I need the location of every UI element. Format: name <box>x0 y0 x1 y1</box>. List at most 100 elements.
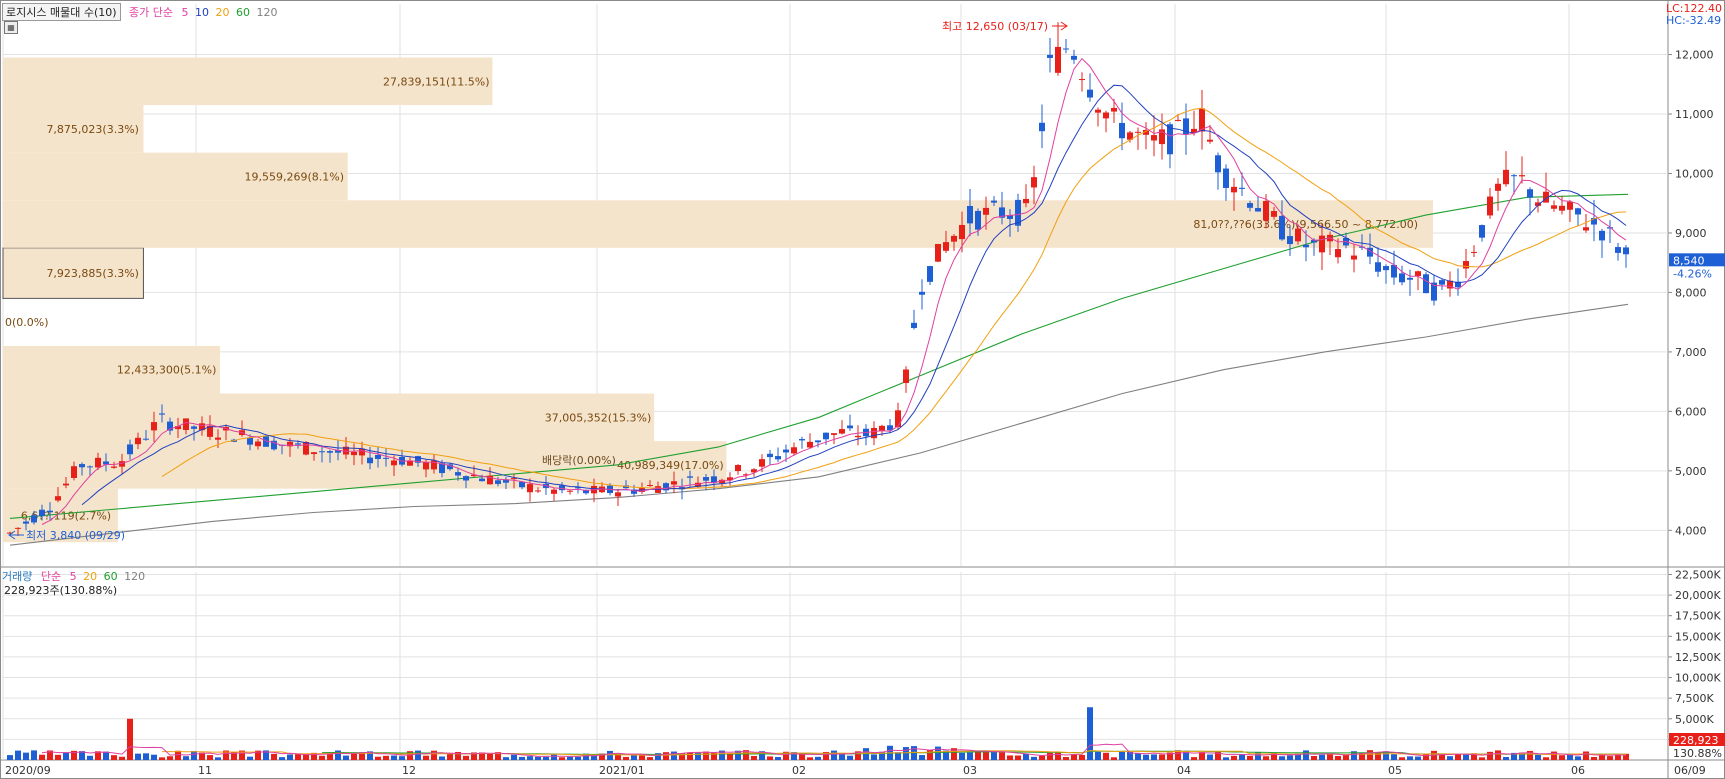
candle-body <box>1591 218 1597 225</box>
candle-body <box>1319 235 1325 253</box>
volume-bar <box>1623 753 1629 760</box>
candle-body <box>879 425 885 431</box>
candle-body <box>87 466 93 468</box>
candle-body <box>319 451 325 453</box>
volume-bar <box>1183 750 1189 760</box>
candle-body <box>1167 124 1173 155</box>
volume-bar <box>647 757 653 760</box>
volume-bar <box>623 756 629 760</box>
candle-body <box>1423 274 1429 294</box>
candle-body <box>423 462 429 470</box>
candle-body <box>1503 169 1509 185</box>
candle-body <box>1479 225 1485 238</box>
volume-bar <box>1615 754 1621 760</box>
volume-ma5-line <box>41 743 1627 757</box>
candle-body <box>271 440 277 450</box>
candle-body <box>767 453 773 458</box>
candle-body <box>703 477 709 481</box>
volume-chart-title[interactable]: 거래량 <box>2 570 33 583</box>
volume-bar <box>519 756 525 760</box>
candle-body <box>1279 215 1285 240</box>
candle-body <box>1567 201 1573 210</box>
candle-body <box>871 427 877 439</box>
volume-bar <box>1207 754 1213 760</box>
volume-bar <box>1487 751 1493 760</box>
candle-body <box>783 449 789 453</box>
volume-bar <box>775 757 781 760</box>
candle-body <box>47 510 53 513</box>
volume-bar <box>1271 753 1277 760</box>
volume-bars <box>7 707 1629 760</box>
volume-bar <box>1199 752 1205 760</box>
candle-body <box>335 450 341 453</box>
candle-body <box>1527 189 1533 198</box>
volume-bar <box>159 757 165 760</box>
ma60-line <box>9 193 1629 519</box>
candle-body <box>183 418 189 431</box>
volume-tick-label: 5,000K <box>1675 713 1714 726</box>
dividend-annotation: 배당락(0.00%) <box>542 454 616 467</box>
candle-body <box>1543 191 1549 203</box>
candle-body <box>1111 107 1117 112</box>
vlegend-ma60: 60 <box>103 570 118 583</box>
candle-body <box>615 492 621 497</box>
candle-body <box>311 452 317 455</box>
volume-tick-label: 15,000K <box>1675 630 1721 643</box>
volume-bar <box>503 757 509 760</box>
candle-body <box>487 475 493 485</box>
volume-bar <box>543 756 549 760</box>
volume-bar <box>743 750 749 760</box>
volume-bar <box>239 750 245 760</box>
volume-bar <box>1103 752 1109 760</box>
candle-body <box>559 485 565 491</box>
volume-ma20-line <box>162 750 1626 756</box>
candle-body <box>1455 281 1461 288</box>
legend-ma20: 20 <box>215 6 230 19</box>
volume-bar <box>935 746 941 760</box>
volume-bar <box>767 756 773 760</box>
legend-ma120: 120 <box>256 6 278 19</box>
volume-bar <box>559 757 565 760</box>
volume-bar <box>1471 753 1477 760</box>
volume-bar <box>1567 754 1573 760</box>
price-legend: 로지시스 매물대 수(10) 종가 단순 5 10 20 60 120 <box>2 3 283 21</box>
volume-bar <box>1247 755 1253 760</box>
volume-bar <box>1303 750 1309 760</box>
candle-body <box>1303 244 1309 248</box>
candle-body <box>103 461 109 465</box>
volume-bar <box>1407 756 1413 760</box>
candle-body <box>63 483 69 486</box>
hc-label: HC:-32.49 <box>1666 14 1722 27</box>
volume-bar <box>615 754 621 760</box>
volume-profile-bar <box>3 200 1433 248</box>
volume-bar <box>87 755 93 760</box>
grid-toggle-icon[interactable]: ▦ <box>4 21 18 34</box>
volume-bar <box>287 754 293 760</box>
volume-bar <box>383 755 389 760</box>
volume-bar <box>1447 756 1453 760</box>
current-price-value: 8,540 <box>1673 254 1705 267</box>
vlegend-ma120: 120 <box>124 570 146 583</box>
candle-body <box>823 432 829 440</box>
volume-bar <box>527 756 533 760</box>
volume-bar <box>1495 750 1501 760</box>
candle-body <box>1607 227 1613 229</box>
candle-body <box>159 413 165 415</box>
volume-bar <box>391 755 397 760</box>
volume-bar <box>143 753 149 760</box>
volume-bar <box>439 756 445 760</box>
volume-bar <box>679 753 685 760</box>
lc-label: LC:122.40 <box>1666 2 1723 15</box>
volume-ma-label: 단순 <box>40 570 62 583</box>
volume-bar <box>71 750 77 760</box>
volume-bar <box>39 754 45 760</box>
candle-body <box>167 421 173 431</box>
volume-bar <box>1575 756 1581 760</box>
candle-body <box>959 224 965 240</box>
volume-bar <box>599 753 605 760</box>
price-tick-label: 9,000 <box>1675 227 1707 240</box>
volume-bar <box>943 750 949 760</box>
price-chart-title[interactable]: 로지시스 매물대 수(10) <box>2 3 121 21</box>
candle-body <box>791 447 797 454</box>
volume-bar <box>1111 757 1117 760</box>
